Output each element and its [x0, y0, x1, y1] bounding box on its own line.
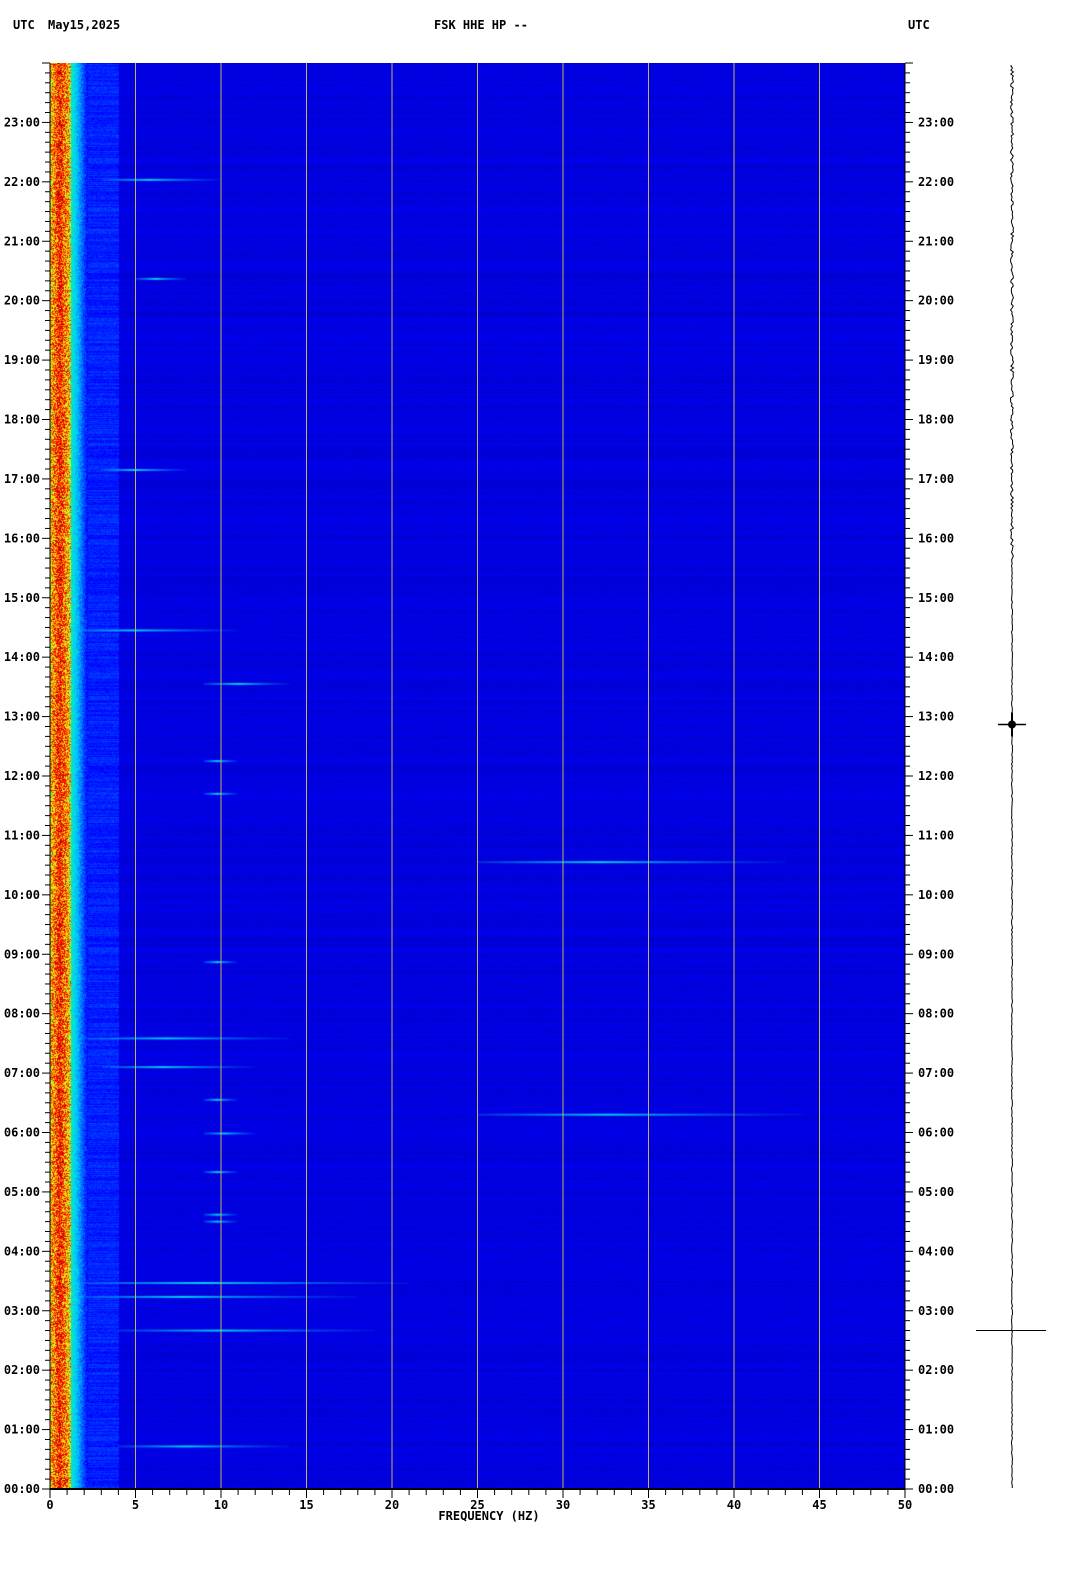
y-tick-label-left: 12:00 — [4, 769, 40, 783]
x-tick-label: 50 — [898, 1498, 912, 1512]
y-tick-label-left: 17:00 — [4, 472, 40, 486]
y-tick-label-left: 19:00 — [4, 353, 40, 367]
y-tick-label-right: 09:00 — [918, 947, 954, 961]
y-tick-label-right: 07:00 — [918, 1066, 954, 1080]
y-tick-label-right: 06:00 — [918, 1126, 954, 1140]
y-tick-label-left: 18:00 — [4, 413, 40, 427]
x-tick-label: 0 — [46, 1498, 53, 1512]
y-tick-label-left: 10:00 — [4, 888, 40, 902]
y-tick-label-right: 11:00 — [918, 828, 954, 842]
y-tick-label-right: 02:00 — [918, 1363, 954, 1377]
x-tick-label: 20 — [385, 1498, 399, 1512]
y-tick-label-left: 23:00 — [4, 115, 40, 129]
y-tick-label-left: 13:00 — [4, 710, 40, 724]
y-tick-label-left: 20:00 — [4, 294, 40, 308]
y-tick-label-left: 02:00 — [4, 1363, 40, 1377]
y-tick-label-right: 23:00 — [918, 115, 954, 129]
date-label: May15,2025 — [48, 18, 121, 32]
right-timezone: UTC — [908, 18, 930, 32]
x-tick-label: 30 — [556, 1498, 570, 1512]
y-tick-label-right: 10:00 — [918, 888, 954, 902]
y-tick-label-right: 16:00 — [918, 531, 954, 545]
y-tick-label-right: 05:00 — [918, 1185, 954, 1199]
station-title: FSK HHE HP -- — [434, 18, 528, 32]
y-tick-label-right: 12:00 — [918, 769, 954, 783]
y-tick-label-left: 01:00 — [4, 1423, 40, 1437]
y-tick-label-left: 07:00 — [4, 1066, 40, 1080]
y-tick-label-right: 03:00 — [918, 1304, 954, 1318]
left-timezone: UTC — [13, 18, 35, 32]
x-tick-label: 45 — [812, 1498, 826, 1512]
y-tick-label-left: 11:00 — [4, 828, 40, 842]
y-tick-label-right: 01:00 — [918, 1423, 954, 1437]
y-tick-label-left: 05:00 — [4, 1185, 40, 1199]
x-tick-label: 15 — [299, 1498, 313, 1512]
x-tick-label: 40 — [727, 1498, 741, 1512]
x-tick-label: 5 — [132, 1498, 139, 1512]
x-tick-label: 35 — [641, 1498, 655, 1512]
x-tick-label: 10 — [214, 1498, 228, 1512]
y-tick-label-left: 03:00 — [4, 1304, 40, 1318]
y-tick-label-right: 13:00 — [918, 710, 954, 724]
x-tick-label: 25 — [470, 1498, 484, 1512]
y-tick-label-right: 14:00 — [918, 650, 954, 664]
y-tick-label-right: 19:00 — [918, 353, 954, 367]
seismogram-trace — [1009, 65, 1015, 1489]
y-tick-label-right: 20:00 — [918, 294, 954, 308]
y-tick-label-right: 04:00 — [918, 1244, 954, 1258]
y-tick-label-right: 15:00 — [918, 591, 954, 605]
y-tick-label-left: 21:00 — [4, 234, 40, 248]
y-tick-label-left: 04:00 — [4, 1244, 40, 1258]
y-tick-label-left: 22:00 — [4, 175, 40, 189]
y-tick-label-left: 14:00 — [4, 650, 40, 664]
y-tick-label-left: 09:00 — [4, 947, 40, 961]
y-tick-label-right: 17:00 — [918, 472, 954, 486]
y-tick-label-right: 22:00 — [918, 175, 954, 189]
y-tick-label-left: 00:00 — [4, 1482, 40, 1496]
y-tick-label-left: 15:00 — [4, 591, 40, 605]
y-tick-label-left: 06:00 — [4, 1126, 40, 1140]
y-tick-label-right: 00:00 — [918, 1482, 954, 1496]
x-axis-label: FREQUENCY (HZ) — [438, 1509, 539, 1523]
y-tick-label-left: 16:00 — [4, 531, 40, 545]
y-tick-label-left: 08:00 — [4, 1007, 40, 1021]
y-tick-label-right: 08:00 — [918, 1007, 954, 1021]
y-tick-label-right: 21:00 — [918, 234, 954, 248]
y-tick-label-right: 18:00 — [918, 413, 954, 427]
